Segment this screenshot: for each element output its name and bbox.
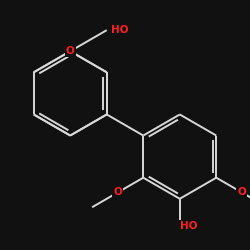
Text: O: O — [238, 188, 246, 198]
Text: O: O — [66, 46, 74, 56]
Text: O: O — [113, 188, 122, 198]
Text: HO: HO — [111, 25, 128, 35]
Text: HO: HO — [180, 221, 197, 231]
